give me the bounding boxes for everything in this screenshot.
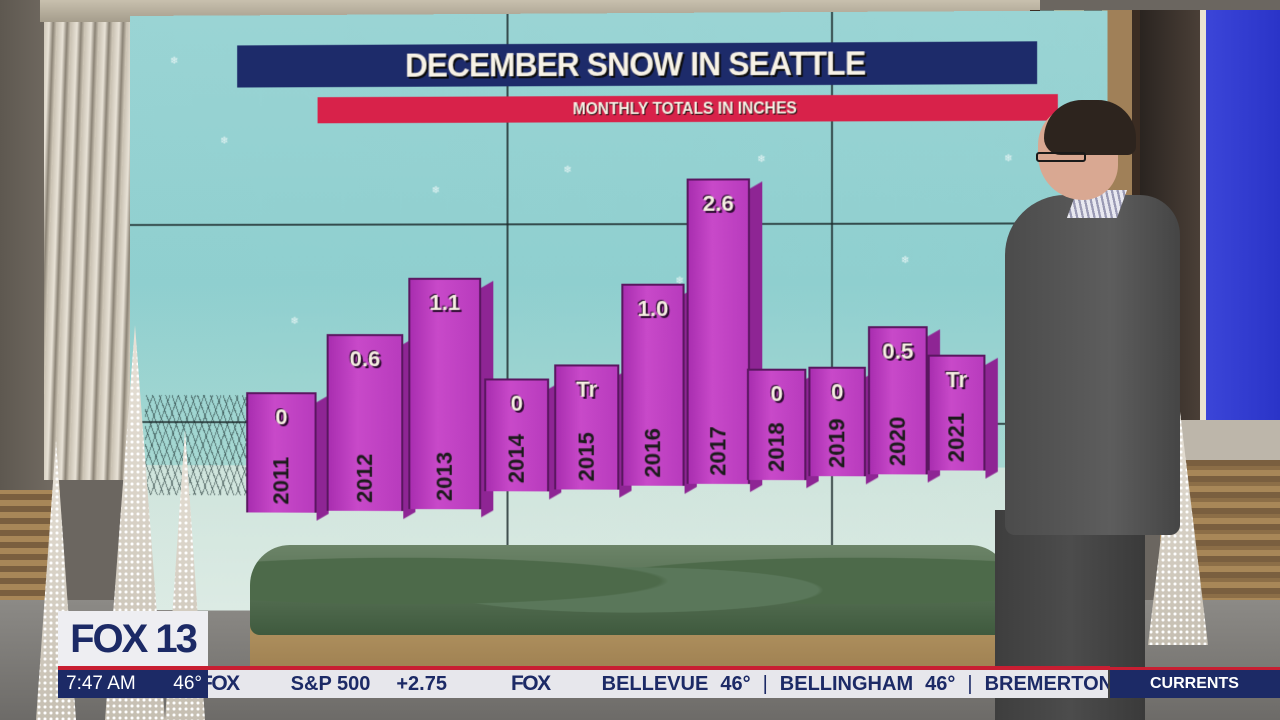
bar-2019: 0 2019 bbox=[808, 366, 866, 477]
bar-2020: 0.5 2020 bbox=[867, 326, 928, 475]
snowflake-icon: ❄ bbox=[900, 255, 910, 267]
bar-2018: 0 2018 bbox=[746, 368, 807, 481]
section-label-box: CURRENTS bbox=[1110, 667, 1280, 698]
city-temp: 46° bbox=[720, 672, 751, 695]
stock-name: S&P 500 bbox=[290, 672, 371, 695]
bar-value: 1.1 bbox=[429, 289, 461, 316]
bar-2011: 0 2011 bbox=[246, 392, 317, 513]
ticker-separator: | bbox=[967, 672, 973, 695]
bar-year: 2016 bbox=[639, 428, 666, 478]
snowflake-icon: ❄ bbox=[290, 316, 299, 328]
chart-title: DECEMBER SNOW IN SEATTLE bbox=[404, 43, 866, 85]
snowflake-icon: ❄ bbox=[757, 154, 766, 166]
presenter-hair bbox=[1044, 100, 1136, 155]
city-temp: 46° bbox=[925, 672, 956, 695]
presenter-suit bbox=[1005, 195, 1180, 535]
bar-2017: 2.6 2017 bbox=[686, 178, 750, 485]
bar-value: 0.5 bbox=[882, 338, 914, 364]
time-temp-box: 7:47 AM 46° bbox=[58, 670, 208, 698]
bar-value: Tr bbox=[576, 376, 598, 402]
chart-subtitle: MONTHLY TOTALS IN INCHES bbox=[573, 98, 798, 119]
bar-value: 0 bbox=[510, 390, 523, 416]
blue-backdrop bbox=[1200, 10, 1280, 420]
ticker-separator: | bbox=[762, 672, 768, 695]
snowflake-icon: ❄ bbox=[1004, 153, 1013, 165]
bar-value: 0 bbox=[830, 378, 844, 405]
ticker-accent-line bbox=[58, 666, 1110, 670]
clock-time: 7:47 AM bbox=[66, 673, 136, 694]
video-wall-chart: ❄ ❄ ❄ ❄ ❄ ❄ ❄ ❄ ❄ ❄ DECEMBER SNOW IN SEA… bbox=[130, 10, 1108, 616]
news-ticker: FOX S&P 500 +2.75 FOX BELLEVUE 46° | BEL… bbox=[208, 670, 1108, 698]
bar-value: 0.6 bbox=[349, 346, 381, 372]
bar-value: 1.0 bbox=[637, 295, 669, 322]
bar-year: 2014 bbox=[503, 433, 529, 484]
snowflake-icon: ❄ bbox=[170, 55, 179, 67]
bar-2013: 1.1 2013 bbox=[408, 277, 482, 510]
bar-year: 2015 bbox=[573, 432, 599, 482]
current-temperature: 46° bbox=[173, 673, 202, 694]
snowflake-icon: ❄ bbox=[431, 185, 441, 197]
bar-2014: 0 2014 bbox=[484, 378, 550, 492]
city-name: BREMERTON bbox=[984, 672, 1108, 695]
fox-brand-mark: FOX bbox=[208, 672, 240, 695]
glasses-icon bbox=[1036, 152, 1086, 162]
bar-year: 2021 bbox=[943, 412, 969, 463]
bar-2015: Tr 2015 bbox=[554, 364, 620, 490]
bare-trees bbox=[144, 395, 256, 496]
bar-year: 2011 bbox=[268, 456, 294, 505]
bar-year: 2017 bbox=[704, 426, 731, 476]
bar-year: 2020 bbox=[884, 416, 911, 467]
bar-year: 2012 bbox=[351, 453, 378, 503]
bar-value: 0 bbox=[770, 380, 783, 407]
snowflake-icon: ❄ bbox=[220, 135, 229, 147]
fox-brand-mark: FOX bbox=[510, 672, 551, 695]
station-logo: FOX 13 bbox=[58, 611, 208, 667]
screen-seam bbox=[130, 222, 1108, 226]
bar-2016: 1.0 2016 bbox=[621, 283, 685, 486]
bar-2012: 0.6 2012 bbox=[326, 334, 404, 512]
section-label: CURRENTS bbox=[1150, 675, 1239, 692]
stock-change: +2.75 bbox=[396, 672, 447, 695]
city-name: BELLINGHAM bbox=[779, 672, 914, 695]
logo-text: FOX 13 bbox=[70, 616, 198, 661]
bar-year: 2018 bbox=[763, 422, 789, 473]
city-name: BELLEVUE bbox=[601, 672, 709, 695]
chart-subtitle-bar: MONTHLY TOTALS IN INCHES bbox=[317, 94, 1058, 124]
chart-title-bar: DECEMBER SNOW IN SEATTLE bbox=[237, 41, 1038, 88]
pine-garland bbox=[250, 545, 1010, 635]
bar-2021: Tr 2021 bbox=[927, 354, 986, 471]
bar-value: Tr bbox=[945, 366, 968, 393]
bar-year: 2019 bbox=[823, 418, 850, 469]
bar-value: 2.6 bbox=[702, 190, 734, 216]
bar-year: 2013 bbox=[431, 451, 457, 502]
snowflake-icon: ❄ bbox=[563, 164, 572, 176]
bar-value: 0 bbox=[275, 404, 288, 430]
